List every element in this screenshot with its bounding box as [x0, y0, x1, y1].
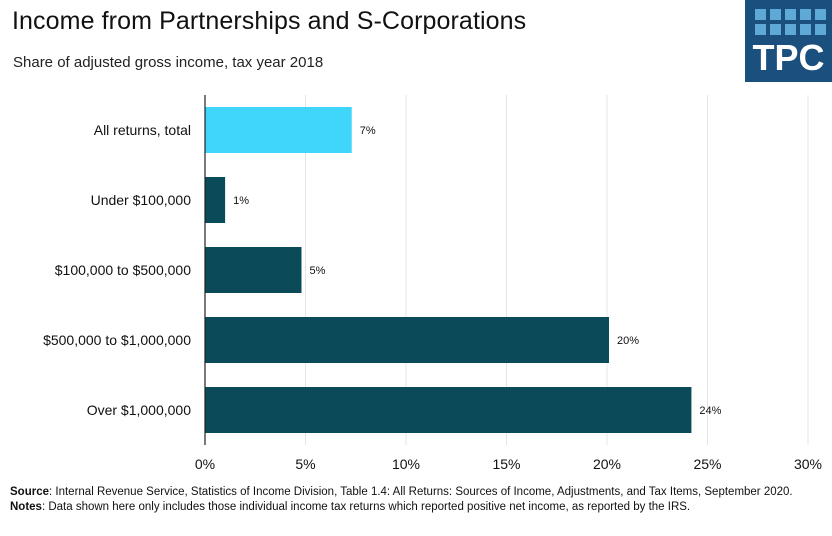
notes-label: Notes	[10, 500, 42, 513]
bar	[205, 107, 352, 153]
chart-footer: Source: Internal Revenue Service, Statis…	[10, 485, 825, 514]
logo-text: TPC	[752, 37, 825, 78]
source-label: Source	[10, 486, 49, 498]
bar	[205, 247, 302, 293]
bars	[205, 107, 692, 433]
x-tick-label: 20%	[593, 456, 621, 472]
value-label: 24%	[699, 405, 721, 417]
bar-chart: 0% 5% 10% 15% 20% 25% 30% All returns, total 7% U…	[43, 95, 822, 472]
logo-grid-icon	[755, 9, 826, 35]
axes: 0% 5% 10% 15% 20% 25% 30% All returns, total 7% U…	[43, 95, 822, 472]
chart-subtitle: Share of adjusted gross income, tax year…	[13, 54, 324, 71]
category-label: All returns, total	[94, 122, 191, 138]
bar	[205, 317, 610, 363]
x-tick-label: 10%	[392, 456, 420, 472]
category-label: Over $1,000,000	[87, 402, 192, 418]
grid-lines	[305, 95, 809, 445]
category-label: $500,000 to $1,000,000	[43, 332, 191, 348]
source-note: Source: Internal Revenue Service, Statis…	[10, 485, 825, 500]
bar	[205, 387, 692, 433]
x-tick-label: 0%	[195, 456, 215, 472]
category-label: Under $100,000	[91, 192, 192, 208]
value-label: 20%	[617, 335, 639, 347]
notes-note: Notes: Data shown here only includes tho…	[10, 500, 825, 515]
bar	[205, 177, 226, 223]
value-label: 5%	[309, 265, 325, 277]
source-text: : Internal Revenue Service, Statistics o…	[49, 486, 793, 498]
value-label: 1%	[233, 195, 249, 207]
chart-title: Income from Partnerships and S-Corporati…	[12, 7, 527, 35]
x-tick-label: 5%	[295, 456, 315, 472]
x-tick-label: 15%	[492, 456, 520, 472]
value-label: 7%	[360, 125, 376, 137]
x-tick-label: 30%	[794, 456, 822, 472]
category-label: $100,000 to $500,000	[55, 262, 191, 278]
x-tick-label: 25%	[693, 456, 721, 472]
notes-text: : Data shown here only includes those in…	[41, 500, 691, 513]
tpc-logo: TPC	[745, 0, 832, 82]
